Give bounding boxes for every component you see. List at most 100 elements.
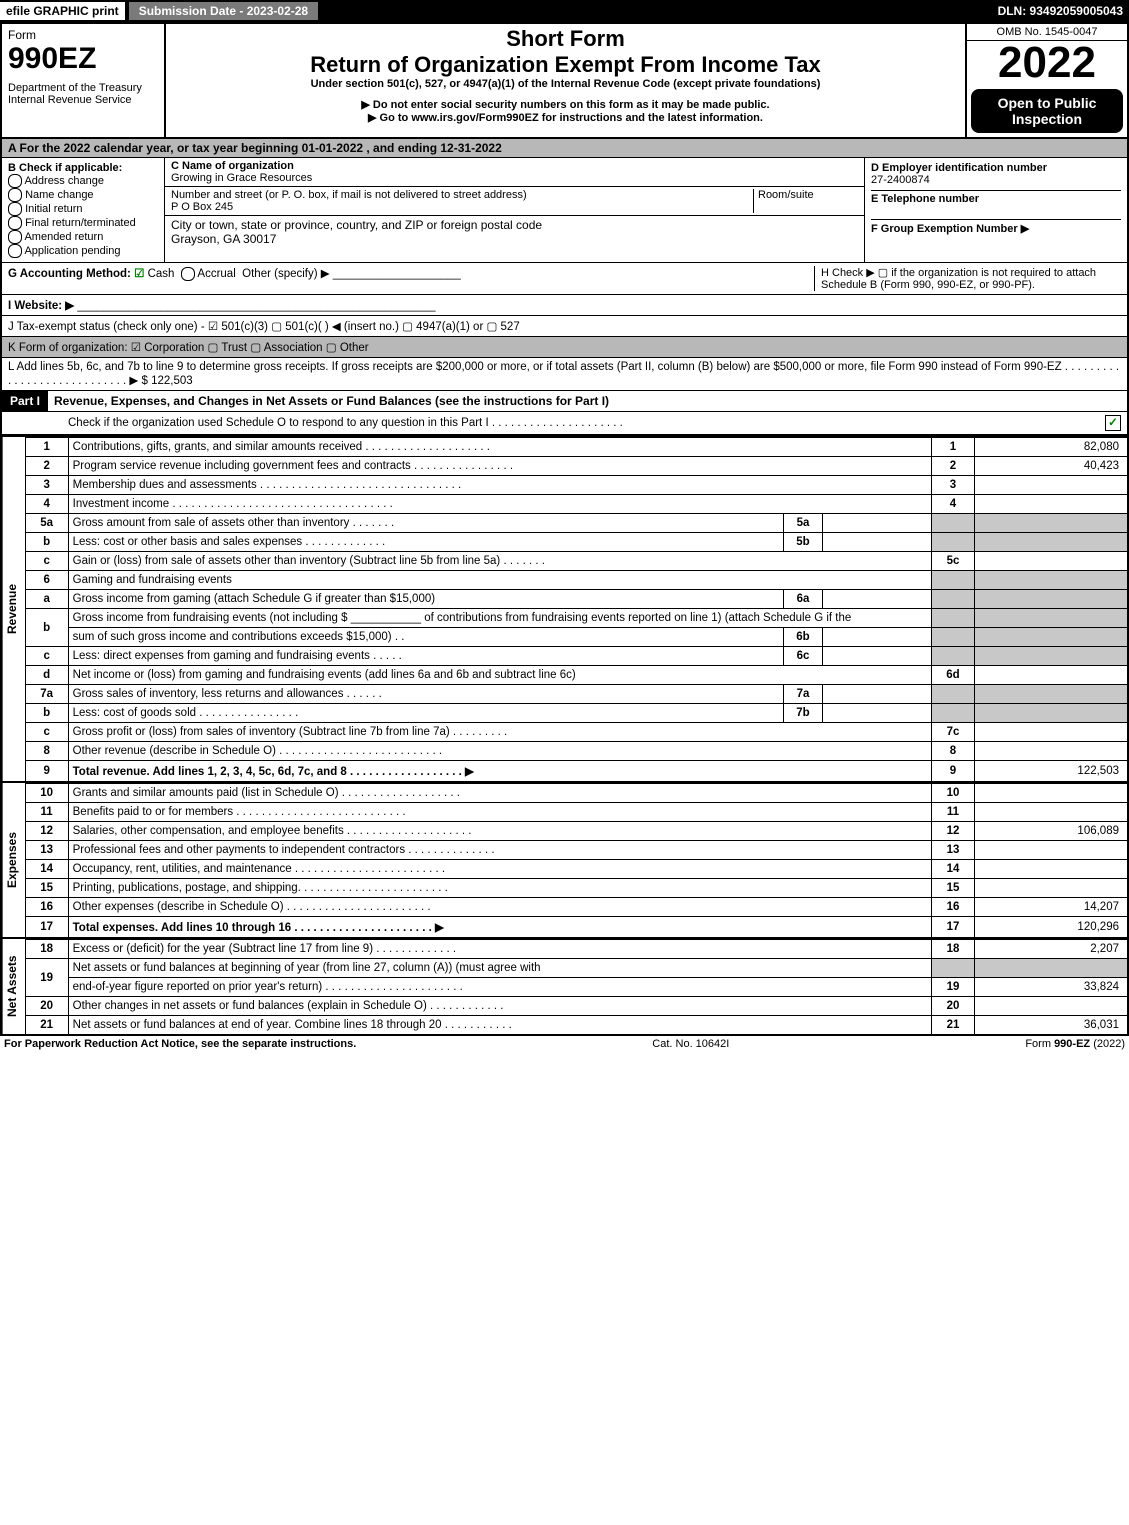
line-12-value: 106,089 xyxy=(975,822,1128,841)
line-8: 8Other revenue (describe in Schedule O) … xyxy=(25,742,1127,761)
form-subtitle: Return of Organization Exempt From Incom… xyxy=(174,52,957,78)
goto-text: ▶ Go to www.irs.gov/Form990EZ for instru… xyxy=(174,111,957,124)
city-value: Grayson, GA 30017 xyxy=(171,232,276,246)
line-2: 2Program service revenue including gover… xyxy=(25,457,1127,476)
org-name-block: C Name of organization Growing in Grace … xyxy=(165,158,864,187)
expenses-table: 10Grants and similar amounts paid (list … xyxy=(25,783,1127,937)
expenses-vertical-label: Expenses xyxy=(2,783,25,937)
efile-print-label[interactable]: efile GRAPHIC print xyxy=(0,2,125,20)
net-assets-table: 18Excess or (deficit) for the year (Subt… xyxy=(25,939,1127,1034)
line-19-cont: end-of-year figure reported on prior yea… xyxy=(25,978,1127,997)
open-to-public-badge: Open to Public Inspection xyxy=(971,89,1123,133)
line-20: 20Other changes in net assets or fund ba… xyxy=(25,997,1127,1016)
revenue-vertical-label: Revenue xyxy=(2,437,25,781)
checkbox-name-change[interactable]: Name change xyxy=(8,188,158,202)
ein-value: 27-2400874 xyxy=(871,174,1121,186)
header-left: Form 990EZ Department of the Treasury In… xyxy=(2,24,166,137)
line-6d: dNet income or (loss) from gaming and fu… xyxy=(25,666,1127,685)
line-21: 21Net assets or fund balances at end of … xyxy=(25,1016,1127,1035)
form-title: Short Form xyxy=(174,26,957,52)
line-7b: bLess: cost of goods sold . . . . . . . … xyxy=(25,704,1127,723)
line-6: 6Gaming and fundraising events xyxy=(25,571,1127,590)
line-7c: cGross profit or (loss) from sales of in… xyxy=(25,723,1127,742)
total-revenue-value: 122,503 xyxy=(975,761,1128,782)
checkbox-application-pending[interactable]: Application pending xyxy=(8,244,158,258)
checkbox-address-change[interactable]: Address change xyxy=(8,174,158,188)
section-d: D Employer identification number 27-2400… xyxy=(864,158,1127,262)
line-12: 12Salaries, other compensation, and empl… xyxy=(25,822,1127,841)
line-5a: 5aGross amount from sale of assets other… xyxy=(25,514,1127,533)
org-name: Growing in Grace Resources xyxy=(171,172,312,184)
section-b: B Check if applicable: Address change Na… xyxy=(2,158,165,262)
line-3: 3Membership dues and assessments . . . .… xyxy=(25,476,1127,495)
street-block: Number and street (or P. O. box, if mail… xyxy=(165,187,864,216)
line-2-value: 40,423 xyxy=(975,457,1128,476)
line-11: 11Benefits paid to or for members . . . … xyxy=(25,803,1127,822)
section-c: C Name of organization Growing in Grace … xyxy=(165,158,864,262)
footer-left: For Paperwork Reduction Act Notice, see … xyxy=(4,1038,356,1050)
line-19-value: 33,824 xyxy=(975,978,1128,997)
checkbox-amended-return[interactable]: Amended return xyxy=(8,230,158,244)
header-row: Form 990EZ Department of the Treasury In… xyxy=(2,24,1127,139)
schedule-o-checkbox[interactable]: ✓ xyxy=(1105,415,1121,431)
sections-bcd-row: B Check if applicable: Address change Na… xyxy=(2,158,1127,263)
dln-label: DLN: 93492059005043 xyxy=(998,4,1129,18)
tax-year: 2022 xyxy=(967,41,1127,85)
expenses-block: Expenses 10Grants and similar amounts pa… xyxy=(2,781,1127,937)
footer: For Paperwork Reduction Act Notice, see … xyxy=(0,1036,1129,1052)
revenue-table: 1Contributions, gifts, grants, and simil… xyxy=(25,437,1127,781)
street-value: P O Box 245 xyxy=(171,201,233,213)
line-17: 17Total expenses. Add lines 10 through 1… xyxy=(25,917,1127,938)
section-g: G Accounting Method: ☑ Cash Accrual Othe… xyxy=(8,266,814,291)
ssn-warning-text: ▶ Do not enter social security numbers o… xyxy=(174,98,957,111)
total-expenses-value: 120,296 xyxy=(975,917,1128,938)
under-section-text: Under section 501(c), 527, or 4947(a)(1)… xyxy=(174,78,957,90)
header-right: OMB No. 1545-0047 2022 Open to Public In… xyxy=(965,24,1127,137)
ein-label: D Employer identification number xyxy=(871,162,1121,174)
line-18: 18Excess or (deficit) for the year (Subt… xyxy=(25,940,1127,959)
revenue-block: Revenue 1Contributions, gifts, grants, a… xyxy=(2,435,1127,781)
net-assets-block: Net Assets 18Excess or (deficit) for the… xyxy=(2,937,1127,1034)
cash-check-icon: ☑ xyxy=(134,268,144,280)
section-h: H Check ▶ ▢ if the organization is not r… xyxy=(814,266,1121,291)
city-block: City or town, state or province, country… xyxy=(165,216,864,248)
part1-header-row: Part I Revenue, Expenses, and Changes in… xyxy=(2,391,1127,412)
line-21-value: 36,031 xyxy=(975,1016,1128,1035)
checkbox-initial-return[interactable]: Initial return xyxy=(8,202,158,216)
group-exemption-label: F Group Exemption Number ▶ xyxy=(871,219,1121,235)
room-suite-label: Room/suite xyxy=(753,189,858,213)
irs-label: Internal Revenue Service xyxy=(8,94,158,106)
line-6c: cLess: direct expenses from gaming and f… xyxy=(25,647,1127,666)
line-9: 9Total revenue. Add lines 1, 2, 3, 4, 5c… xyxy=(25,761,1127,782)
line-4: 4Investment income . . . . . . . . . . .… xyxy=(25,495,1127,514)
line-13: 13Professional fees and other payments t… xyxy=(25,841,1127,860)
line-1: 1Contributions, gifts, grants, and simil… xyxy=(25,438,1127,457)
city-label: City or town, state or province, country… xyxy=(171,218,542,232)
line-6b: bGross income from fundraising events (n… xyxy=(25,609,1127,628)
section-b-title: B Check if applicable: xyxy=(8,162,158,174)
top-bar: efile GRAPHIC print Submission Date - 20… xyxy=(0,0,1129,22)
line-5b: bLess: cost or other basis and sales exp… xyxy=(25,533,1127,552)
form-number: 990EZ xyxy=(8,42,158,76)
form-container: Form 990EZ Department of the Treasury In… xyxy=(0,22,1129,1036)
line-7a: 7aGross sales of inventory, less returns… xyxy=(25,685,1127,704)
accrual-checkbox[interactable] xyxy=(181,267,195,281)
line-6b-cont: sum of such gross income and contributio… xyxy=(25,628,1127,647)
section-j-tax-exempt: J Tax-exempt status (check only one) - ☑… xyxy=(2,316,1127,337)
street-label: Number and street (or P. O. box, if mail… xyxy=(171,189,527,201)
checkbox-final-return[interactable]: Final return/terminated xyxy=(8,216,158,230)
section-i-website: I Website: ▶ ___________________________… xyxy=(2,295,1127,316)
telephone-label: E Telephone number xyxy=(871,190,1121,205)
header-center: Short Form Return of Organization Exempt… xyxy=(166,24,965,137)
section-gh-row: G Accounting Method: ☑ Cash Accrual Othe… xyxy=(2,263,1127,295)
gross-receipts-value: 122,503 xyxy=(151,375,193,387)
section-k-form-org: K Form of organization: ☑ Corporation ▢ … xyxy=(2,337,1127,358)
name-label: C Name of organization xyxy=(171,160,294,172)
part1-check-note: Check if the organization used Schedule … xyxy=(2,412,1127,435)
line-16: 16Other expenses (describe in Schedule O… xyxy=(25,898,1127,917)
footer-center: Cat. No. 10642I xyxy=(652,1038,729,1050)
department-label: Department of the Treasury xyxy=(8,82,158,94)
part1-title: Revenue, Expenses, and Changes in Net As… xyxy=(48,391,615,411)
form-word: Form xyxy=(8,28,158,42)
line-1-value: 82,080 xyxy=(975,438,1128,457)
